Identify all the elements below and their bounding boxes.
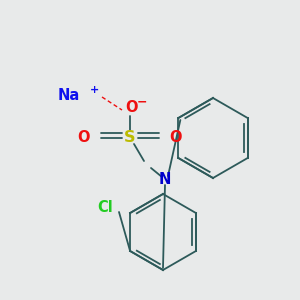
Text: +: + [90,85,99,95]
Text: O: O [126,100,138,116]
Text: O: O [170,130,182,146]
Text: O: O [78,130,90,146]
Text: S: S [124,130,136,146]
Text: Na: Na [58,88,80,103]
Text: −: − [137,95,147,109]
Text: Cl: Cl [97,200,113,214]
Text: N: N [159,172,171,188]
